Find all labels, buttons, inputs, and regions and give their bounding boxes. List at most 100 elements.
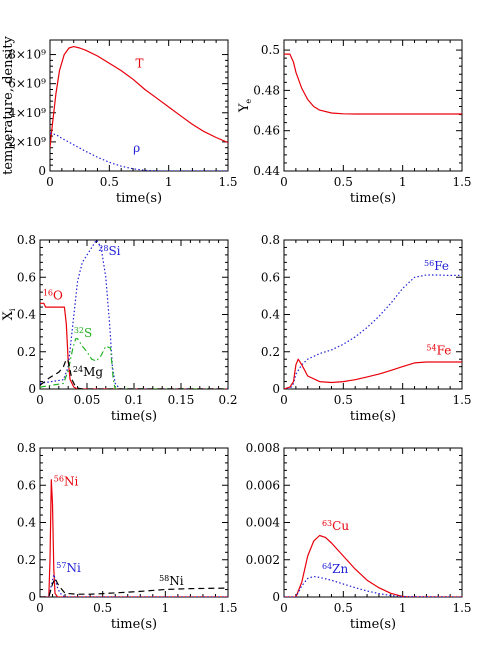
chart-panel-2: 0 0.5 1 1.5 0.44 0.46 0.48 0.5 time(s) Ye	[237, 39, 472, 206]
y-axis-label: temperature, density	[1, 35, 16, 174]
series-line-57ni	[40, 573, 228, 597]
y-tick-label: 0.8	[17, 441, 36, 455]
x-tick-label: 1	[162, 601, 170, 615]
x-tick-label: 0	[36, 393, 44, 407]
series-line-56ni	[40, 479, 228, 597]
y-axis-label: Xi	[1, 308, 17, 320]
y-tick-label: 0.6	[261, 270, 280, 284]
x-tick-label: 0.5	[100, 175, 119, 189]
x-tick-label: 0.5	[93, 601, 112, 615]
x-tick-label: 1.5	[218, 601, 237, 615]
chart-panel-3: 0 0.05 0.1 0.15 0.2 0 0.2 0.4 0.6 0.8 time(s) Xi 16O…	[1, 233, 238, 424]
series-annotation-56fe: 56Fe	[424, 259, 449, 273]
y-tick-label: 0	[38, 164, 46, 178]
series-annotation-64zn: 64Zn	[322, 562, 349, 576]
x-tick-label: 0.5	[334, 393, 353, 407]
x-axis-label: time(s)	[111, 409, 157, 424]
x-tick-label: 1.5	[218, 175, 237, 189]
series-annotation-24mg: 24Mg	[73, 365, 103, 379]
x-tick-label: 1	[399, 601, 407, 615]
series-annotation-28si: 28Si	[98, 244, 120, 258]
series-line-54fe	[284, 358, 462, 389]
y-tick-label: 0.44	[253, 164, 280, 178]
x-axis-label: time(s)	[350, 409, 396, 424]
plot-frame	[49, 39, 229, 172]
y-tick-label: 0.2	[261, 345, 280, 359]
y-tick-label: 0.002	[246, 553, 280, 567]
series-line-t	[50, 45, 228, 148]
x-tick-label: 0	[280, 601, 288, 615]
x-tick-label: 1	[165, 175, 173, 189]
y-tick-label: 8×10⁹	[8, 48, 46, 62]
x-axis-label: time(s)	[111, 617, 157, 632]
x-tick-label: 0.1	[124, 393, 143, 407]
series-annotation-54fe: 54Fe	[426, 344, 451, 358]
y-tick-label: 0.6	[17, 270, 36, 284]
series-line-28si	[40, 240, 228, 389]
x-tick-label: 1.5	[452, 175, 471, 189]
x-tick-label: 1.5	[452, 601, 471, 615]
x-tick-label: 0.2	[218, 393, 237, 407]
chart-panel-5: 0 0.5 1 1.5 0 0.2 0.4 0.6 0.8 time(s) 56Ni 57Ni 58Ni	[17, 441, 238, 632]
plot-frame	[283, 39, 463, 172]
x-tick-label: 0.15	[168, 393, 195, 407]
series-annotation-t: T	[135, 57, 143, 71]
y-tick-label: 0.6	[17, 478, 36, 492]
series-line-24mg	[40, 358, 228, 389]
x-tick-label: 0	[46, 175, 54, 189]
x-tick-label: 0.5	[334, 175, 353, 189]
series-line-16o	[40, 302, 228, 389]
y-tick-label: 4×10⁹	[8, 106, 46, 120]
y-tick-label: 2×10⁹	[8, 135, 46, 149]
x-tick-label: 1.5	[452, 393, 471, 407]
series-line-63cu	[284, 534, 462, 597]
y-tick-label: 0.2	[17, 345, 36, 359]
x-tick-label: 1	[399, 393, 407, 407]
plot-frame	[283, 447, 463, 598]
y-tick-label: 0	[272, 590, 280, 604]
series-annotation-ρ: ρ	[133, 141, 140, 155]
x-tick-label: 0.5	[334, 601, 353, 615]
series-line-32s	[40, 338, 228, 389]
y-tick-label: 0	[28, 382, 36, 396]
y-tick-label: 0.48	[253, 83, 280, 97]
y-tick-label: 0.4	[17, 516, 36, 530]
y-tick-label: 0.8	[261, 233, 280, 247]
series-line-58ni	[40, 577, 228, 597]
x-axis-label: time(s)	[116, 191, 162, 206]
series-line-ρ	[50, 132, 228, 171]
series-annotation-56ni: 56Ni	[54, 474, 79, 488]
y-tick-label: 0.8	[17, 233, 36, 247]
chart-panel-6: 0 0.5 1 1.5 0 0.002 0.004 0.006 0.008 time(s) 63Cu…	[246, 441, 472, 632]
series-annotation-57ni: 57Ni	[56, 561, 81, 575]
series-annotation-63cu: 63Cu	[322, 519, 349, 533]
y-axis-label: Ye	[237, 99, 253, 114]
y-tick-label: 0.004	[246, 516, 281, 530]
y-tick-label: 0.006	[246, 478, 280, 492]
y-tick-label: 0.008	[246, 441, 280, 455]
series-line-56fe	[284, 274, 462, 389]
x-axis-label: time(s)	[350, 191, 396, 206]
y-tick-label: 0.46	[253, 124, 280, 138]
y-tick-label: 0.4	[17, 308, 36, 322]
y-tick-label: 0.4	[261, 308, 280, 322]
x-axis-label: time(s)	[350, 617, 396, 632]
x-tick-label: 1	[399, 175, 407, 189]
x-tick-label: 0	[280, 175, 288, 189]
x-tick-label: 0.05	[74, 393, 101, 407]
x-tick-label: 0	[36, 601, 44, 615]
y-tick-label: 6×10⁹	[8, 77, 46, 91]
series-annotation-58ni: 58Ni	[159, 574, 184, 588]
series-line-ye	[284, 53, 462, 115]
y-tick-label: 0	[272, 382, 280, 396]
series-annotation-32s: 32S	[74, 326, 92, 340]
y-tick-label: 0.2	[17, 553, 36, 567]
x-tick-label: 0	[280, 393, 288, 407]
y-tick-label: 0	[28, 590, 36, 604]
series-line-64zn	[284, 575, 462, 597]
chart-panel-1: 0 0.5 1 1.5 0 2×10⁹ 4×10⁹ 6×10⁹ 8×10⁹ time(s) temp…	[1, 35, 238, 206]
series-annotation-16o: 16O	[43, 289, 63, 303]
chart-panel-4: 0 0.5 1 1.5 0 0.2 0.4 0.6 0.8 time(s) 56Fe 54Fe	[261, 233, 472, 424]
y-tick-label: 0.5	[261, 43, 280, 57]
